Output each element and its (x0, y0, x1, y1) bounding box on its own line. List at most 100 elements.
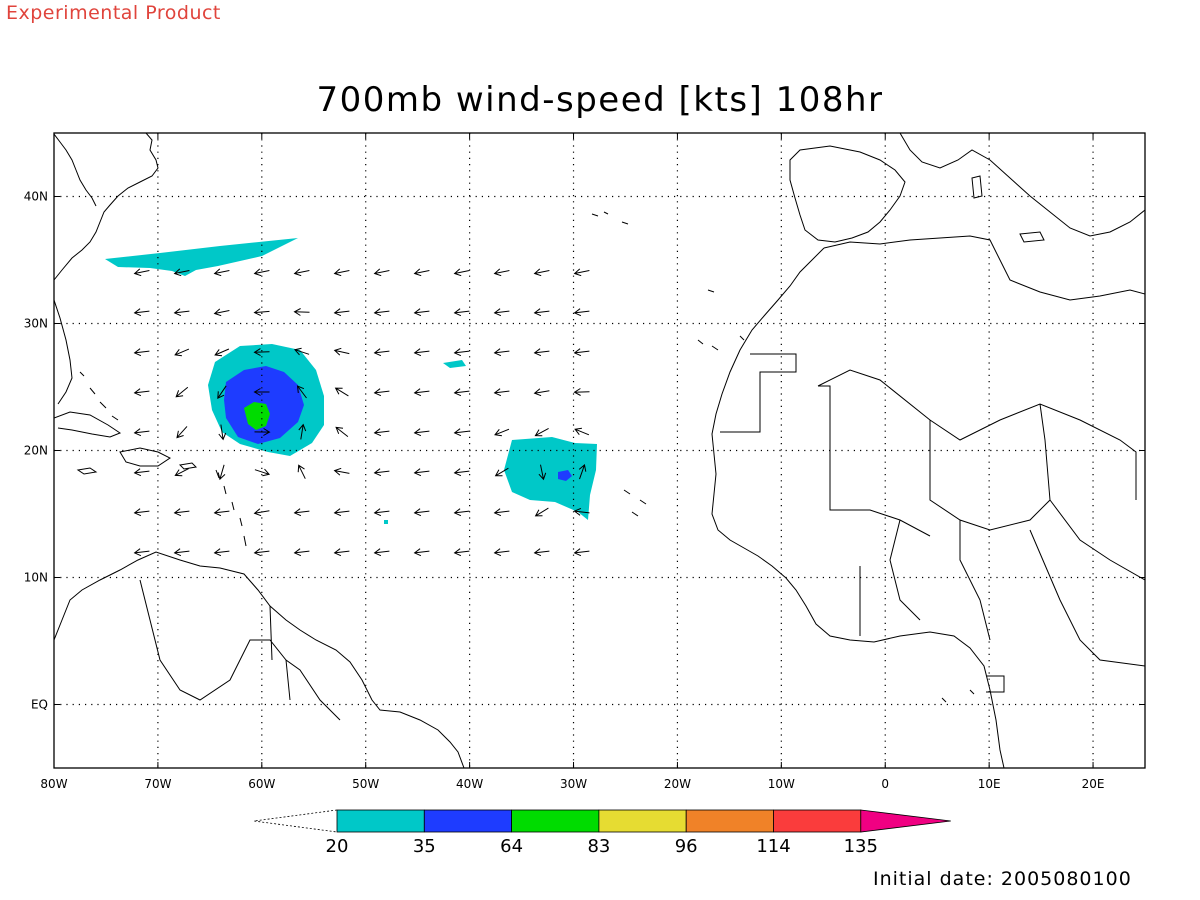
wind-arrow (298, 423, 307, 440)
bahamas (79, 371, 119, 421)
wind-arrow (494, 428, 510, 437)
colorbar: 20 35 64 83 96 114 135 (253, 809, 951, 857)
wind-arrow (174, 348, 190, 357)
wind-arrow (493, 268, 510, 277)
wind-arrow (373, 468, 390, 477)
wind-arrow (133, 468, 150, 477)
wind-arrow (493, 388, 510, 397)
wind-arrow (213, 268, 230, 277)
lon-tick-label: 60W (248, 777, 275, 791)
wind-arrow (533, 548, 550, 557)
wind-arrow (334, 387, 349, 397)
wind-arrow (494, 467, 509, 477)
wind-arrow (133, 508, 150, 517)
france-italy (899, 133, 1145, 237)
wind-arrow (333, 268, 350, 277)
florida-gulf (54, 299, 73, 405)
africa-coast (711, 235, 1145, 768)
wind-arrow (335, 426, 349, 437)
wind-arrow (373, 388, 390, 397)
map-layers (54, 133, 1145, 768)
wind-arrow (373, 308, 390, 317)
wind-arrow (538, 464, 547, 481)
graticule (54, 133, 1145, 768)
colorbar-segment (773, 809, 862, 833)
product-label: Experimental Product (6, 2, 221, 24)
wind-arrow (493, 348, 510, 357)
colorbar-segment (423, 809, 512, 833)
north-america-coast (54, 133, 159, 281)
iberia-coast (789, 145, 906, 243)
wind-arrow (297, 464, 306, 479)
wind-arrow (214, 348, 230, 357)
wind-arrow (173, 508, 190, 517)
wind-arrow (453, 468, 470, 477)
lon-tick-label: 50W (352, 777, 379, 791)
wind-arrow (293, 347, 310, 356)
wind-arrow (373, 428, 390, 437)
shade-35-east-wave (558, 470, 572, 481)
wind-arrow (453, 308, 470, 317)
wind-shading (105, 238, 597, 524)
wind-arrow (213, 308, 230, 317)
wind-arrow (373, 348, 390, 357)
wind-arrow (453, 268, 470, 277)
wind-arrow (574, 427, 590, 436)
lat-tick-label: 10N (24, 571, 48, 585)
wind-arrow (253, 348, 270, 357)
wind-arrow (413, 548, 430, 557)
shade-64-hurricane (244, 402, 270, 430)
wind-arrow (218, 424, 227, 441)
colorbar-label: 96 (675, 836, 698, 857)
wind-arrow (373, 508, 390, 517)
lat-tick-label: 30N (24, 317, 48, 331)
wind-arrow (175, 386, 189, 398)
map-frame (53, 132, 1146, 769)
gulf-guinea-islands (941, 689, 975, 703)
wind-arrow (133, 308, 150, 317)
lesser-antilles (215, 469, 247, 547)
lon-tick-label: 80W (40, 777, 67, 791)
wind-arrow (573, 268, 590, 277)
wind-arrow (176, 426, 188, 439)
wind-arrow (213, 548, 230, 557)
wind-arrow (217, 464, 226, 481)
wind-arrow (413, 508, 430, 517)
wind-arrow (573, 507, 590, 516)
wind-arrow (253, 308, 270, 317)
wind-arrow (254, 468, 271, 477)
wind-arrow (533, 348, 550, 357)
lon-tick-label: 40W (456, 777, 483, 791)
wind-arrow (333, 467, 350, 476)
lon-tick-label: 10E (978, 777, 1001, 791)
wind-arrow (173, 268, 190, 277)
colorbar-segment (336, 809, 425, 833)
wind-arrow (533, 388, 550, 397)
wind-arrow (254, 428, 271, 436)
cuba (54, 411, 122, 438)
wind-arrow (173, 548, 190, 557)
land-outlines (54, 133, 1145, 768)
wind-arrow (296, 385, 307, 399)
wind-arrow (413, 388, 430, 397)
axis-ticks: 80W 70W 60W 50W 40W 30W 20W 10W 0 10E 20E 40N 30N 20N… (24, 133, 1145, 791)
wind-arrow (253, 388, 270, 396)
hispaniola (119, 447, 171, 467)
wind-arrow (333, 548, 350, 557)
wind-arrow (133, 388, 150, 397)
wind-arrow (573, 348, 590, 357)
south-america-coast (54, 551, 465, 768)
wind-arrow (533, 268, 550, 277)
wind-arrow (173, 308, 190, 317)
south-america-borders (139, 579, 341, 721)
lon-tick-label: 0 (881, 777, 889, 791)
sicily (1019, 231, 1045, 243)
wind-vectors (133, 268, 590, 557)
colorbar-segment (598, 809, 687, 833)
colorbar-segment (511, 809, 600, 833)
shade-20-jet-north (105, 238, 298, 276)
shade-20-dot (384, 520, 388, 524)
wind-arrow (333, 308, 350, 317)
wind-arrow (413, 308, 430, 317)
